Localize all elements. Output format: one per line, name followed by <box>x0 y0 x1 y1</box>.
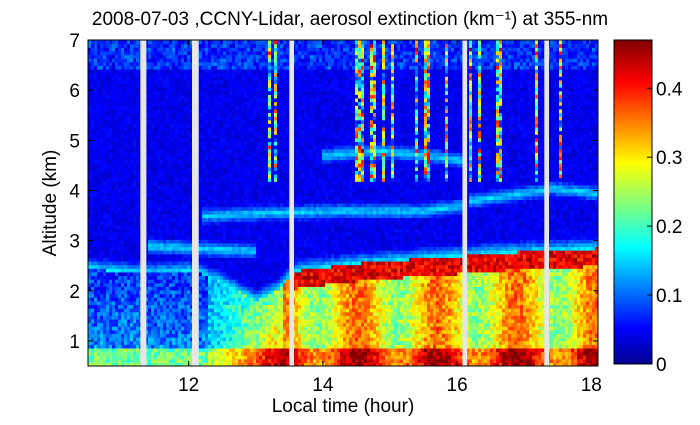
heatmap-image <box>88 40 599 367</box>
data-gap <box>462 40 467 366</box>
y-tick-label: 3 <box>69 232 80 253</box>
y-tick-label: 4 <box>69 181 80 202</box>
colorbar <box>614 40 652 364</box>
data-gap <box>140 40 146 366</box>
y-tick-label: 6 <box>69 81 80 102</box>
x-tick-label: 14 <box>312 375 334 396</box>
y-tick-label: 2 <box>69 282 80 303</box>
data-gap <box>192 40 199 366</box>
y-axis-label: Altitude (km) <box>40 150 61 257</box>
y-tick-label: 5 <box>69 131 80 152</box>
data-gap <box>544 40 549 366</box>
x-tick-label: 16 <box>447 375 468 396</box>
colorbar-tick-label: 0.2 <box>656 217 682 238</box>
y-tick-label: 7 <box>69 31 80 52</box>
y-tick-label: 1 <box>69 332 80 353</box>
chart-title: 2008-07-03 ,CCNY-Lidar, aerosol extincti… <box>92 9 608 30</box>
colorbar-tick-label: 0 <box>656 355 667 376</box>
x-axis-label: Local time (hour) <box>272 396 415 417</box>
colorbar-tick-label: 0.4 <box>656 79 683 100</box>
data-gap <box>289 40 294 366</box>
x-tick-label: 12 <box>178 375 199 396</box>
colorbar-tick-label: 0.1 <box>656 286 682 307</box>
colorbar-tick-label: 0.3 <box>656 148 682 169</box>
x-tick-label: 18 <box>581 375 602 396</box>
